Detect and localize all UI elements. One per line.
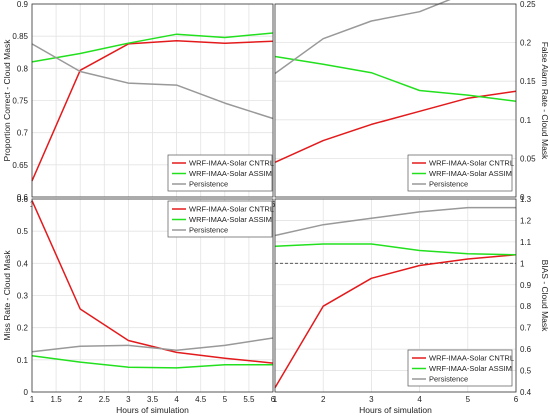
y-tick-label: 1: [520, 259, 525, 268]
legend-label: WRF-IMAA-Solar ASSIM: [189, 169, 272, 178]
y-tick-label: 0.1: [520, 116, 532, 125]
x-tick-label: 1: [30, 395, 35, 404]
y-tick-label: 0.6: [17, 193, 29, 202]
x-tick-label: 2.5: [99, 395, 111, 404]
y-tick-label: 0.9: [520, 281, 532, 290]
legend-label: WRF-IMAA-Solar ASSIM: [189, 215, 272, 224]
axes-frame: [31, 3, 274, 198]
series-line-persistence: [31, 337, 274, 353]
legend-label: Persistence: [429, 375, 468, 384]
x-tick-label: 3.5: [147, 395, 159, 404]
y-axis-title: BIAS - Cloud Mask: [540, 260, 550, 333]
y-tick-label: 0.2: [17, 324, 29, 333]
series-line-assim: [31, 32, 274, 63]
series-line-persistence: [274, 0, 451, 75]
y-tick-label: 0.75: [12, 97, 28, 106]
panel-top-right: 0 0.05 0.1 0.15 0.2 0.25 False Alarm Rate - Cl…: [274, 0, 550, 202]
x-tick-label: 2: [321, 395, 326, 404]
y-axis-title: Miss Rate - Cloud Mask: [2, 250, 12, 341]
x-tick-label: 1.5: [51, 395, 63, 404]
y-tick-label: 0.85: [12, 32, 28, 41]
y-tick-label: 1.2: [520, 216, 532, 225]
y-tick-label: 0.6: [520, 345, 532, 354]
x-axis-title: Hours of simulation: [359, 405, 432, 415]
x-tick-label: 6: [271, 395, 276, 404]
legend-label: WRF-IMAA-Solar ASSIM: [429, 169, 512, 178]
x-tick-label: 3: [369, 395, 374, 404]
y-tick-label: 0.7: [520, 324, 532, 333]
legend-label: WRF-IMAA-Solar CNTRL: [189, 205, 274, 214]
x-tick-label: 1: [273, 395, 278, 404]
axes-frame: [274, 198, 517, 393]
series-line-persistence: [31, 43, 274, 120]
legend-label: Persistence: [189, 180, 228, 189]
x-axis-title: Hours of simulation: [116, 405, 189, 415]
legend-label: WRF-IMAA-Solar CNTRL: [429, 354, 514, 363]
x-tick-label: 5: [223, 395, 228, 404]
y-tick-label: 0.25: [520, 0, 536, 9]
series-line-cntrl: [274, 90, 517, 163]
y-tick-label: 0: [24, 388, 29, 397]
legend-label: WRF-IMAA-Solar ASSIM: [429, 364, 512, 373]
x-tick-label: 4: [174, 395, 179, 404]
y-tick-label: 0.15: [520, 77, 536, 86]
series-line-cntrl: [31, 39, 274, 182]
x-tick-label: 3: [126, 395, 131, 404]
y-tick-label: 0.8: [520, 302, 532, 311]
x-tick-label: 5: [466, 395, 471, 404]
series-line-persistence: [274, 206, 516, 237]
x-tick-label: 6: [514, 395, 519, 404]
y-tick-label: 0.4: [520, 388, 532, 397]
panel-top-left: 11.522.533.544.555.560.60.650.70.750.80.…: [2, 0, 276, 209]
legend-label: WRF-IMAA-Solar CNTRL: [429, 159, 514, 168]
series-line-assim: [274, 55, 517, 103]
y-tick-label: 0.5: [17, 227, 29, 236]
y-tick-label: 1.1: [520, 238, 532, 247]
legend-label: Persistence: [429, 180, 468, 189]
y-tick-label: 0.9: [17, 0, 29, 9]
x-tick-label: 5.5: [243, 395, 255, 404]
axes-frame: [31, 198, 274, 393]
panel-bottom-left: 1 1.5 2 2.5 3 3.5 4 4.5 5 5.5 6 0 0.1 0.2 0.3 0.4 0.5 0.6…: [2, 195, 276, 415]
y-tick-label: 0: [520, 193, 525, 202]
y-axis-title: Proportion Correct - Cloud Mask: [2, 39, 12, 162]
axes-frame: [274, 3, 517, 198]
series-line-assim: [31, 354, 273, 369]
y-tick-label: 0.3: [17, 292, 29, 301]
y-tick-label: 0.5: [520, 367, 532, 376]
y-tick-label: 0.4: [17, 259, 29, 268]
y-tick-label: 0.8: [17, 64, 29, 73]
y-tick-label: 0.6: [17, 195, 29, 204]
y-tick-label: 0.7: [17, 129, 29, 138]
y-tick-label: 0.1: [17, 356, 29, 365]
y-tick-label: 1.3: [520, 195, 532, 204]
x-tick-label: 4.5: [195, 395, 207, 404]
legend-label: WRF-IMAA-Solar CNTRL: [189, 159, 274, 168]
y-tick-label: 0.2: [520, 39, 532, 48]
legend-label: Persistence: [189, 226, 228, 235]
series-line-assim: [274, 243, 517, 256]
y-tick-label: 0.65: [12, 161, 28, 170]
y-axis-title: False Alarm Rate - Cloud Mask: [540, 42, 550, 160]
x-tick-label: 4: [417, 395, 422, 404]
x-tick-label: 2: [78, 395, 83, 404]
series-line-cntrl: [274, 254, 517, 389]
y-tick-label: 0.05: [520, 154, 536, 163]
series-line-cntrl: [31, 200, 274, 364]
